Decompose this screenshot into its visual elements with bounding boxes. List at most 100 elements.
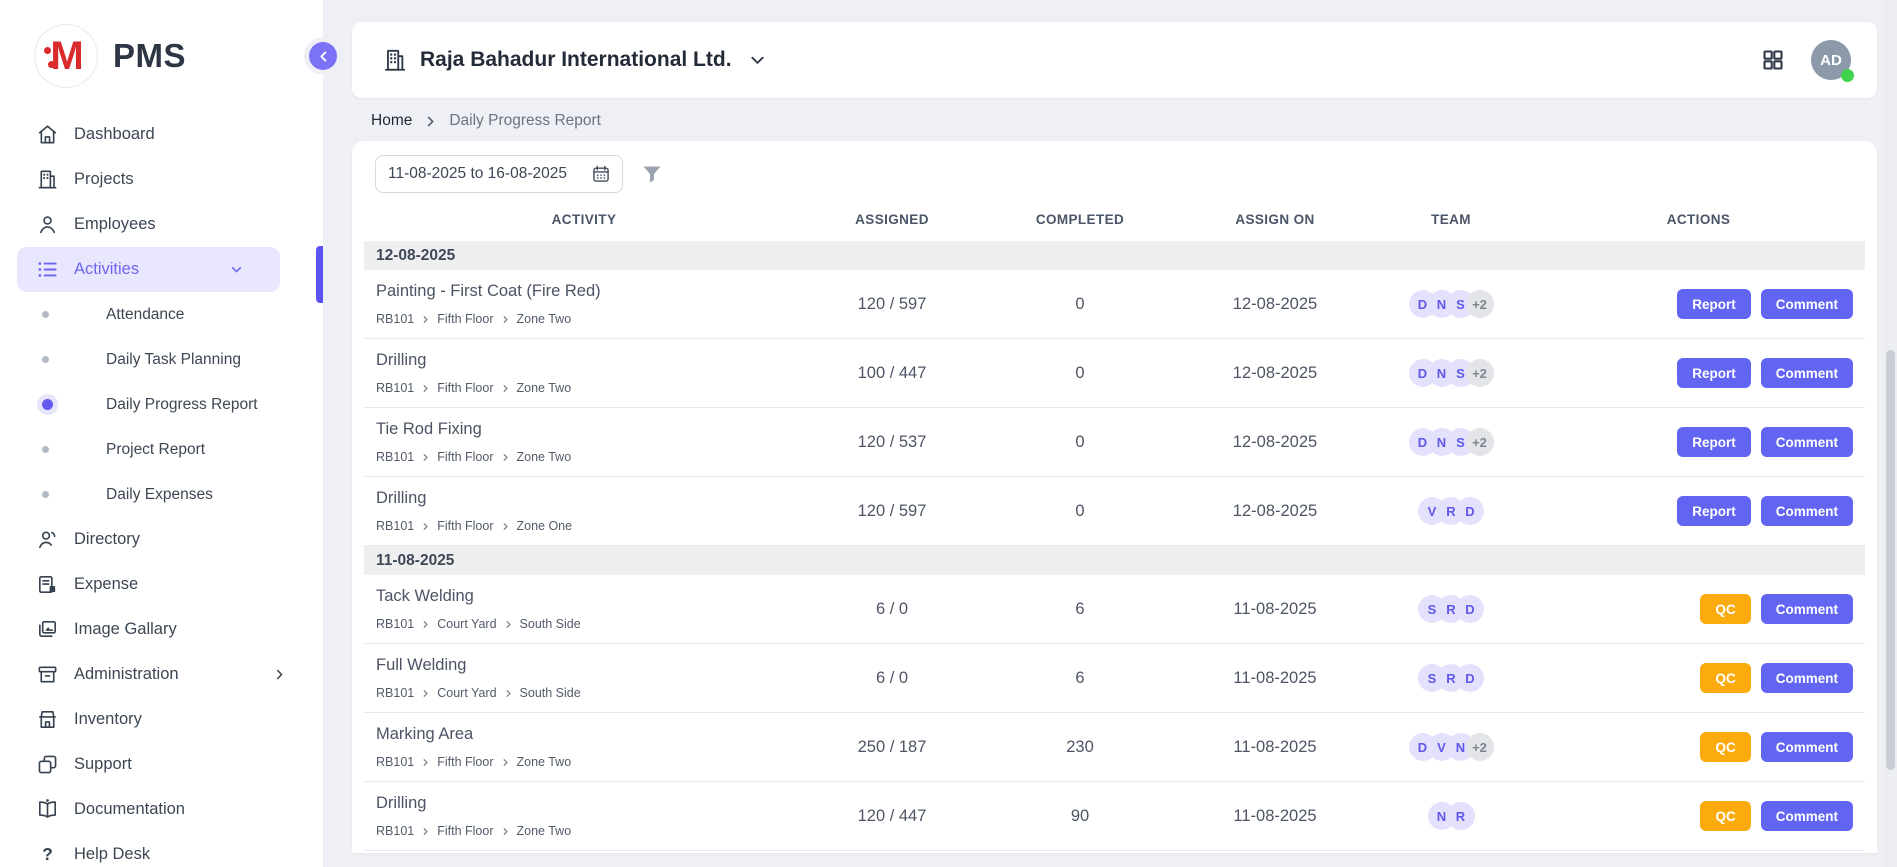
completed-cell: 6 xyxy=(980,600,1180,619)
report-button[interactable]: Report xyxy=(1677,496,1751,526)
sidebar-item-documentation[interactable]: Documentation xyxy=(0,787,323,832)
sidebar-subitem-daily-expenses[interactable]: Daily Expenses xyxy=(0,472,323,517)
path-segment: South Side xyxy=(520,686,581,700)
column-header-actions: ACTIONS xyxy=(1532,212,1865,227)
chevron-right-icon xyxy=(501,827,510,836)
comment-button[interactable]: Comment xyxy=(1761,289,1853,319)
chevron-down-icon xyxy=(748,51,767,70)
image-icon xyxy=(36,618,59,641)
apps-grid-icon[interactable] xyxy=(1761,48,1785,72)
activity-cell: Tack WeldingRB101Court YardSouth Side xyxy=(364,576,804,642)
bullet-dot-icon xyxy=(42,491,49,498)
store-icon xyxy=(36,708,59,731)
date-range-input[interactable]: 11-08-2025 to 16-08-2025 xyxy=(375,155,623,193)
team-member-avatar[interactable]: D xyxy=(1456,497,1484,525)
comment-button[interactable]: Comment xyxy=(1761,732,1853,762)
report-button[interactable]: Report xyxy=(1677,358,1751,388)
date-range-value: 11-08-2025 to 16-08-2025 xyxy=(388,165,567,183)
comment-button[interactable]: Comment xyxy=(1761,663,1853,693)
sidebar-item-inventory[interactable]: Inventory xyxy=(0,697,323,742)
chevron-right-icon xyxy=(501,453,510,462)
filter-icon[interactable] xyxy=(640,162,664,186)
actions-cell: Report Comment xyxy=(1532,496,1865,526)
activity-title: Drilling xyxy=(376,794,798,813)
sidebar-subitem-daily-progress-report[interactable]: Daily Progress Report xyxy=(0,382,323,427)
comment-button[interactable]: Comment xyxy=(1761,358,1853,388)
chevron-left-icon xyxy=(316,49,331,64)
path-segment: Zone Two xyxy=(517,755,572,769)
team-cell: SRD xyxy=(1370,595,1532,623)
user-avatar[interactable]: AD xyxy=(1811,40,1851,80)
table-body: 12-08-2025Painting - First Coat (Fire Re… xyxy=(364,241,1865,851)
assign-on-cell: 11-08-2025 xyxy=(1180,669,1370,688)
completed-cell: 6 xyxy=(980,669,1180,688)
copy-icon xyxy=(36,753,59,776)
sidebar-subitem-daily-task-planning[interactable]: Daily Task Planning xyxy=(0,337,323,382)
logo: M PMS xyxy=(0,0,323,88)
path-segment: Zone Two xyxy=(517,381,572,395)
path-segment: South Side xyxy=(520,617,581,631)
sidebar-item-label: Projects xyxy=(74,170,134,189)
comment-button[interactable]: Comment xyxy=(1761,427,1853,457)
qc-button[interactable]: QC xyxy=(1700,732,1750,762)
user-icon xyxy=(36,213,59,236)
path-segment: Fifth Floor xyxy=(437,381,493,395)
sidebar-item-projects[interactable]: Projects xyxy=(0,157,323,202)
qc-button[interactable]: QC xyxy=(1700,663,1750,693)
team-member-avatar[interactable]: D xyxy=(1456,595,1484,623)
comment-button[interactable]: Comment xyxy=(1761,594,1853,624)
sidebar: M PMS Dashboard Projects EmployeesActiviti… xyxy=(0,0,323,867)
completed-cell: 0 xyxy=(980,364,1180,383)
team-extra-count[interactable]: +2 xyxy=(1466,290,1494,318)
path-segment: RB101 xyxy=(376,381,414,395)
scrollbar-thumb[interactable] xyxy=(1886,350,1895,770)
path-segment: Zone One xyxy=(517,519,573,533)
chevron-down-icon xyxy=(228,261,245,278)
report-button[interactable]: Report xyxy=(1677,427,1751,457)
scrollbar-track[interactable] xyxy=(1883,0,1897,867)
activity-title: Marking Area xyxy=(376,725,798,744)
qc-button[interactable]: QC xyxy=(1700,801,1750,831)
column-header-activity: ACTIVITY xyxy=(364,212,804,227)
sidebar-subitem-project-report[interactable]: Project Report xyxy=(0,427,323,472)
team-member-avatar[interactable]: D xyxy=(1456,664,1484,692)
sidebar-collapse-button[interactable] xyxy=(309,42,337,70)
sidebar-item-directory[interactable]: Directory xyxy=(0,517,323,562)
sidebar-item-activities[interactable]: Activities xyxy=(17,247,280,292)
company-selector[interactable]: Raja Bahadur International Ltd. xyxy=(382,47,767,73)
team-extra-count[interactable]: +2 xyxy=(1466,733,1494,761)
sidebar-item-image-gallary[interactable]: Image Gallary xyxy=(0,607,323,652)
sidebar-item-dashboard[interactable]: Dashboard xyxy=(0,112,323,157)
activity-location-path: RB101Fifth FloorZone Two xyxy=(376,755,798,769)
sidebar-item-expense[interactable]: Expense xyxy=(0,562,323,607)
path-segment: Fifth Floor xyxy=(437,312,493,326)
topbar-actions: AD xyxy=(1761,40,1851,80)
chevron-right-icon xyxy=(421,453,430,462)
team-cell: DVN+2 xyxy=(1370,733,1532,761)
sidebar-item-support[interactable]: Support xyxy=(0,742,323,787)
team-member-avatar[interactable]: R xyxy=(1447,802,1475,830)
breadcrumb-home[interactable]: Home xyxy=(371,112,412,130)
sidebar-item-employees[interactable]: Employees xyxy=(0,202,323,247)
activity-cell: Marking Area RB101Fifth FloorZone Two xyxy=(364,714,804,780)
table-row: Painting - First Coat (Fire Red)RB101Fif… xyxy=(364,270,1865,339)
content-card: 11-08-2025 to 16-08-2025 ACTIVITYASSIGNE… xyxy=(352,141,1877,853)
path-segment: Fifth Floor xyxy=(437,450,493,464)
sidebar-item-help-desk[interactable]: ?Help Desk xyxy=(0,832,323,867)
report-button[interactable]: Report xyxy=(1677,289,1751,319)
table-row: Full WeldingRB101Court YardSouth Side6 /… xyxy=(364,644,1865,713)
activity-cell: DrillingRB101Fifth FloorZone One xyxy=(364,478,804,544)
sidebar-item-label: Dashboard xyxy=(74,125,155,144)
team-extra-count[interactable]: +2 xyxy=(1466,359,1494,387)
sidebar-item-label: Expense xyxy=(74,575,138,594)
qc-button[interactable]: QC xyxy=(1700,594,1750,624)
sidebar-item-administration[interactable]: Administration xyxy=(0,652,323,697)
chevron-right-icon xyxy=(421,620,430,629)
sidebar-item-label: Image Gallary xyxy=(74,620,177,639)
comment-button[interactable]: Comment xyxy=(1761,496,1853,526)
comment-button[interactable]: Comment xyxy=(1761,801,1853,831)
sidebar-subitem-attendance[interactable]: Attendance xyxy=(0,292,323,337)
online-status-dot xyxy=(1841,69,1854,82)
list-icon xyxy=(36,258,59,281)
team-extra-count[interactable]: +2 xyxy=(1466,428,1494,456)
